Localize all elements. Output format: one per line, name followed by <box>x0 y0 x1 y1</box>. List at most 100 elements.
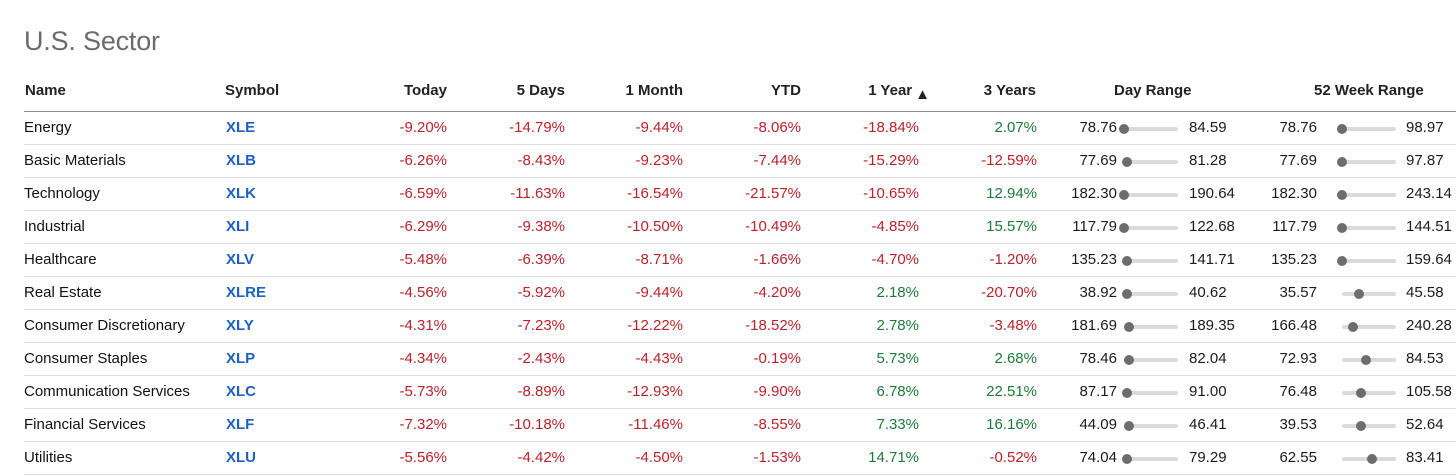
day-range-marker <box>1121 157 1132 167</box>
years3-change: 2.07% <box>994 119 1037 136</box>
sector-symbol-link[interactable]: XLI <box>226 218 250 235</box>
day-range-low: 78.76 <box>1079 119 1117 136</box>
years3-change: -12.59% <box>981 152 1037 169</box>
col-header-52week-range[interactable]: 52 Week Range <box>1314 82 1424 99</box>
week52-range-high: 105.58 <box>1406 383 1452 400</box>
sector-symbol-link[interactable]: XLY <box>226 317 254 334</box>
sector-name: Financial Services <box>24 416 146 433</box>
day-range-bar <box>1119 124 1178 134</box>
ytd-change: -7.44% <box>753 152 801 169</box>
col-header-3years[interactable]: 3 Years <box>983 82 1036 99</box>
week52-range-marker <box>1337 124 1347 134</box>
week52-range-bar <box>1337 157 1396 167</box>
day-range-marker <box>1121 454 1132 464</box>
day-range-high: 81.28 <box>1189 152 1227 169</box>
week52-range-bar <box>1337 190 1396 200</box>
today-change: -6.59% <box>399 185 447 202</box>
years3-change: -1.20% <box>989 251 1037 268</box>
year1-change: 14.71% <box>868 449 919 466</box>
ytd-change: -18.52% <box>745 317 801 334</box>
table-row[interactable]: Consumer Staples XLP -4.34% -2.43% -4.43% -0.… <box>24 343 1456 376</box>
days5-change: -5.92% <box>517 284 565 301</box>
table-row[interactable]: Basic Materials XLB -6.26% -8.43% -9.23% -7.4… <box>24 145 1456 178</box>
col-header-day-range[interactable]: Day Range <box>1114 82 1192 99</box>
sector-symbol-link[interactable]: XLK <box>226 185 256 202</box>
week52-range-low: 78.76 <box>1279 119 1317 136</box>
sector-name: Industrial <box>24 218 85 235</box>
week52-range-high: 97.87 <box>1406 152 1444 169</box>
table-row[interactable]: Energy XLE -9.20% -14.79% -9.44% -8.06% -18.84… <box>24 112 1456 145</box>
day-range-high: 84.59 <box>1189 119 1227 136</box>
day-range-low: 181.69 <box>1071 317 1117 334</box>
table-row[interactable]: Consumer Discretionary XLY -4.31% -7.23% -12… <box>24 310 1456 343</box>
table-row[interactable]: Industrial XLI -6.29% -9.38% -10.50% -10.49% -… <box>24 211 1456 244</box>
col-header-1year-label: 1 Year <box>868 82 913 99</box>
col-header-ytd[interactable]: YTD <box>771 82 801 99</box>
day-range-bar <box>1119 190 1178 200</box>
days5-change: -4.42% <box>517 449 565 466</box>
year1-change: 5.73% <box>876 350 919 367</box>
day-range-marker <box>1121 388 1132 398</box>
sector-symbol-link[interactable]: XLU <box>226 449 256 466</box>
days5-change: -14.79% <box>509 119 565 136</box>
today-change: -6.26% <box>399 152 447 169</box>
sector-symbol-link[interactable]: XLF <box>226 416 255 433</box>
col-header-1month[interactable]: 1 Month <box>625 82 684 99</box>
days5-change: -9.38% <box>517 218 565 235</box>
week52-range-marker <box>1361 355 1372 365</box>
sector-symbol-link[interactable]: XLRE <box>226 284 267 301</box>
week52-range-bar <box>1342 322 1396 332</box>
week52-range-low: 182.30 <box>1271 185 1317 202</box>
month1-change: -4.50% <box>635 449 683 466</box>
sector-symbol-link[interactable]: XLC <box>226 383 256 400</box>
week52-range-marker <box>1337 223 1347 233</box>
today-change: -5.56% <box>399 449 447 466</box>
day-range-marker <box>1119 190 1129 200</box>
years3-change: 12.94% <box>986 185 1037 202</box>
table-row[interactable]: Healthcare XLV -5.48% -6.39% -8.71% -1.66% -4.… <box>24 244 1456 277</box>
col-header-5days[interactable]: 5 Days <box>516 82 565 99</box>
sector-name: Utilities <box>24 449 73 466</box>
today-change: -5.48% <box>399 251 447 268</box>
day-range-marker <box>1119 223 1129 233</box>
col-header-name[interactable]: Name <box>25 82 66 99</box>
week52-range-marker <box>1337 157 1347 167</box>
table-row[interactable]: Technology XLK -6.59% -11.63% -16.54% -21.57%… <box>24 178 1456 211</box>
col-header-1year[interactable]: 1 Year ▲ <box>868 82 930 103</box>
today-change: -4.34% <box>399 350 447 367</box>
sector-name: Basic Materials <box>24 152 126 169</box>
month1-change: -9.23% <box>635 152 683 169</box>
days5-change: -8.89% <box>517 383 565 400</box>
col-header-today[interactable]: Today <box>403 82 447 99</box>
years3-change: 15.57% <box>986 218 1037 235</box>
day-range-high: 91.00 <box>1189 383 1227 400</box>
table-row[interactable]: Utilities XLU -5.56% -4.42% -4.50% -1.53% 14.7… <box>24 442 1456 475</box>
today-change: -7.32% <box>399 416 447 433</box>
week52-range-bar <box>1337 223 1396 233</box>
table-row[interactable]: Real Estate XLRE -4.56% -5.92% -9.44% -4.20% 2… <box>24 277 1456 310</box>
sector-name: Communication Services <box>24 383 190 400</box>
table-row[interactable]: Financial Services XLF -7.32% -10.18% -11.46… <box>24 409 1456 442</box>
year1-change: -4.70% <box>871 251 919 268</box>
week52-range-bar <box>1337 256 1396 266</box>
sector-symbol-link[interactable]: XLP <box>226 350 256 367</box>
ytd-change: -8.06% <box>753 119 801 136</box>
day-range-marker <box>1124 355 1135 365</box>
sector-symbol-link[interactable]: XLE <box>226 119 256 136</box>
week52-range-bar <box>1342 388 1396 398</box>
days5-change: -6.39% <box>517 251 565 268</box>
week52-range-high: 83.41 <box>1406 449 1444 466</box>
year1-change: 2.78% <box>876 317 919 334</box>
day-range-high: 122.68 <box>1189 218 1235 235</box>
month1-change: -12.93% <box>627 383 683 400</box>
sector-symbol-link[interactable]: XLV <box>226 251 255 268</box>
week52-range-high: 84.53 <box>1406 350 1444 367</box>
table-row[interactable]: Communication Services XLC -5.73% -8.89% -12… <box>24 376 1456 409</box>
day-range-bar <box>1121 454 1178 464</box>
day-range-low: 135.23 <box>1071 251 1117 268</box>
sector-name: Technology <box>24 185 100 202</box>
sector-symbol-link[interactable]: XLB <box>226 152 256 169</box>
col-header-symbol[interactable]: Symbol <box>225 82 280 99</box>
week52-range-marker <box>1337 190 1347 200</box>
week52-range-high: 98.97 <box>1406 119 1444 136</box>
